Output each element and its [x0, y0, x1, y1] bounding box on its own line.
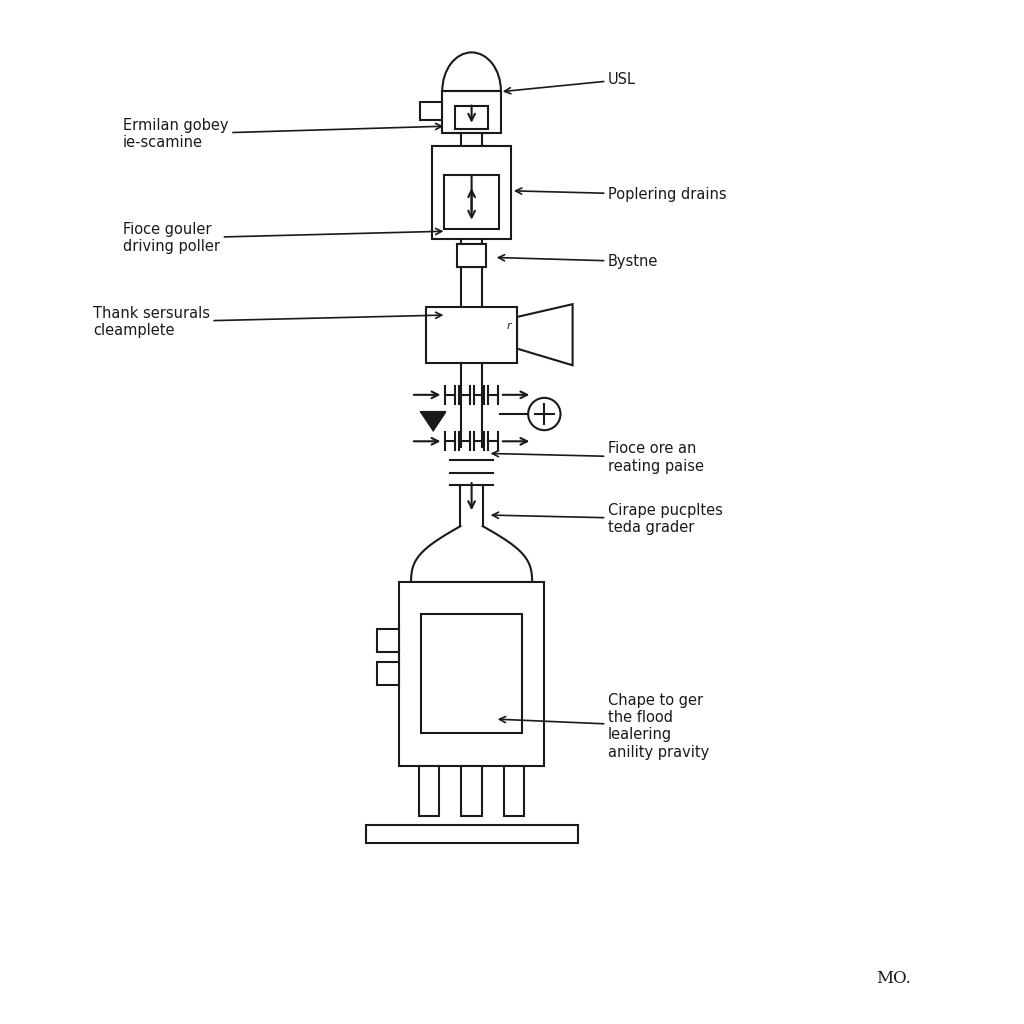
Text: Thank sersurals
cleamplete: Thank sersurals cleamplete [93, 306, 441, 338]
Text: Bystne: Bystne [499, 254, 658, 269]
Polygon shape [517, 304, 572, 366]
Polygon shape [421, 412, 445, 430]
Text: MO.: MO. [876, 970, 910, 987]
Text: Fioce gouler
driving poller: Fioce gouler driving poller [123, 222, 441, 254]
Bar [399, 582, 545, 766]
Text: Poplering drains: Poplering drains [516, 187, 727, 203]
Bar [426, 307, 517, 362]
Bar [456, 105, 487, 129]
Bar [442, 91, 501, 133]
Bar [420, 102, 442, 121]
Text: r: r [507, 322, 511, 332]
Text: Chape to ger
the flood
lealering
anility pravity: Chape to ger the flood lealering anility… [500, 692, 710, 760]
Text: Cirape pucpltes
teda grader: Cirape pucpltes teda grader [493, 503, 723, 536]
Bar [432, 146, 511, 240]
Bar [377, 630, 399, 651]
Bar [504, 766, 524, 816]
Bar [411, 582, 532, 754]
Text: USL: USL [505, 72, 636, 94]
Bar [377, 663, 399, 685]
Bar [419, 766, 439, 816]
Text: Fioce ore an
reating paise: Fioce ore an reating paise [493, 441, 703, 474]
Bar [458, 245, 486, 266]
Bar [444, 175, 499, 229]
Bar [462, 766, 481, 816]
Text: Ermilan gobey
ie-scamine: Ermilan gobey ie-scamine [123, 118, 441, 151]
Bar [421, 614, 522, 733]
Bar [366, 825, 578, 844]
